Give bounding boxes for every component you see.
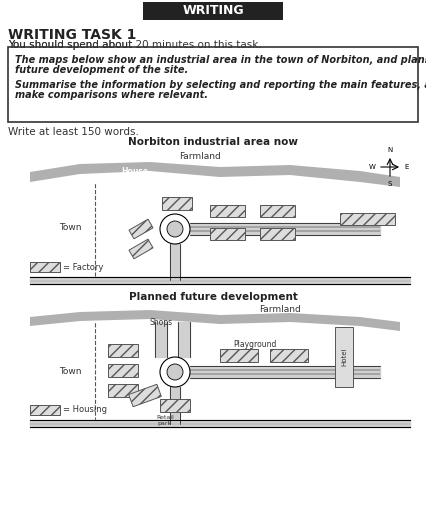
Bar (335, 327, 353, 387)
Text: future development of the site.: future development of the site. (15, 65, 188, 75)
Bar (260, 205, 295, 217)
Bar (30, 405, 60, 415)
Text: Write at least 150 words.: Write at least 150 words. (8, 127, 139, 137)
Bar (8, 47, 418, 122)
Text: N: N (387, 147, 393, 153)
Bar (108, 384, 138, 397)
Text: W: W (369, 164, 376, 170)
Text: Summarise the information by selecting and reporting the main features, and: Summarise the information by selecting a… (15, 80, 426, 90)
Bar (129, 239, 153, 259)
Bar (129, 219, 153, 239)
Text: Farmland: Farmland (179, 152, 221, 161)
Bar (30, 262, 60, 272)
Text: Town: Town (59, 368, 81, 376)
Bar (340, 213, 395, 225)
Bar (270, 349, 308, 362)
Text: You should spend about: You should spend about (8, 40, 135, 50)
Text: Retail
park: Retail park (156, 415, 174, 426)
Text: Shops: Shops (150, 318, 173, 327)
Text: Playground: Playground (233, 340, 277, 349)
Bar (220, 349, 258, 362)
Text: make comparisons where relevant.: make comparisons where relevant. (15, 90, 208, 100)
Text: The maps below show an industrial area in the town of Norbiton, and planned: The maps below show an industrial area i… (15, 55, 426, 65)
Polygon shape (30, 310, 400, 331)
Bar (108, 364, 138, 377)
Bar (210, 205, 245, 217)
Bar (129, 385, 161, 407)
Bar (162, 197, 192, 210)
Circle shape (167, 364, 183, 380)
Polygon shape (30, 162, 400, 187)
Circle shape (167, 221, 183, 237)
Bar (210, 228, 245, 240)
Text: House: House (121, 166, 149, 176)
Text: = Factory: = Factory (63, 263, 104, 271)
Circle shape (160, 357, 190, 387)
Text: Farmland: Farmland (259, 305, 301, 314)
Text: E: E (404, 164, 409, 170)
Text: = Housing: = Housing (63, 406, 107, 415)
Text: Planned future development: Planned future development (129, 292, 297, 302)
Text: Norbiton industrial area now: Norbiton industrial area now (128, 137, 298, 147)
Text: Town: Town (59, 223, 81, 231)
Bar (260, 228, 295, 240)
Bar (108, 344, 138, 357)
Text: Hotel: Hotel (341, 348, 347, 366)
Text: You should spend about 20 minutes on this task.: You should spend about 20 minutes on thi… (8, 40, 262, 50)
Text: WRITING: WRITING (182, 5, 244, 17)
Bar (143, 2, 283, 20)
Circle shape (160, 214, 190, 244)
Bar (160, 399, 190, 412)
Text: S: S (388, 181, 392, 187)
Text: WRITING TASK 1: WRITING TASK 1 (8, 28, 136, 42)
